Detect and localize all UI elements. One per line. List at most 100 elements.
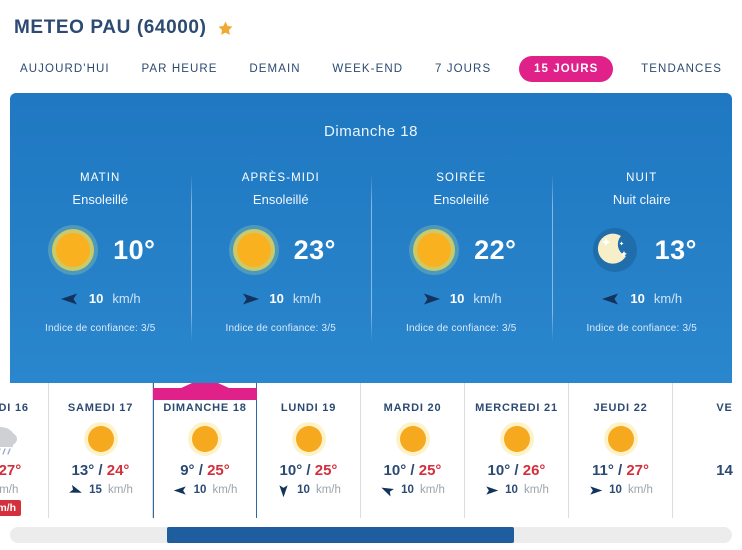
period-temperature: 10° [113, 234, 156, 265]
period-description: Ensoleillé [72, 192, 129, 207]
day-tmax: 24° [106, 462, 130, 479]
temp-separator: / [98, 462, 103, 479]
wind-direction-arrow-icon [240, 292, 260, 306]
day-temperatures: 11° / 27° [569, 462, 672, 479]
wind-direction-arrow-icon [601, 292, 621, 306]
sun-icon [465, 418, 568, 460]
day-wind-speed: 10 [401, 484, 414, 496]
day-wind-unit: km/h [0, 484, 19, 496]
sun-icon [361, 418, 464, 460]
wind-direction-arrow-icon [173, 485, 188, 496]
forecast-panel: Dimanche 18 MATIN Ensoleillé 10° [10, 93, 732, 383]
wind-direction-arrow-icon [380, 485, 395, 496]
tab-demain[interactable]: DEMAIN [249, 63, 301, 75]
tab-par-heure[interactable]: PAR HEURE [141, 63, 218, 75]
period-conditions: 22° [371, 219, 552, 281]
forecast-periods: MATIN Ensoleillé 10° [10, 168, 732, 364]
day-wind-unit: km/h [315, 484, 341, 496]
day-card-dimanche-18[interactable]: DIMANCHE 18 9° / 25° 10 km/h [153, 383, 257, 518]
moon-icon [587, 222, 643, 278]
gust-badge: 40 km/h [0, 500, 22, 516]
star-icon[interactable] [217, 20, 234, 37]
day-temperatures: 10° / 25° [257, 462, 360, 479]
horizontal-scrollbar-track[interactable] [10, 527, 732, 543]
site-header: METEO PAU (64000) [0, 0, 742, 46]
period-wind: 10 km/h [10, 291, 191, 306]
day-card-lundi-19[interactable]: LUNDI 19 10° / 25° 10 km/h [257, 383, 361, 518]
day-tmin: 10° [279, 462, 303, 479]
period-soiree: SOIRÉE Ensoleillé 22° [371, 168, 552, 364]
tab-tendances[interactable]: TENDANCES [641, 63, 722, 75]
day-temperatures: 7° / 27° [0, 462, 48, 479]
day-tmax: 26° [522, 462, 546, 479]
day-tmax: 25° [418, 462, 442, 479]
day-wind: 10 km/h [569, 484, 672, 496]
selected-marker-bar [153, 388, 257, 400]
period-apres-midi: APRÈS-MIDI Ensoleillé 23° [190, 168, 372, 364]
tab-aujourdhui[interactable]: AUJOURD'HUI [20, 63, 110, 75]
day-name: MERCREDI 21 [475, 402, 558, 414]
day-name: MARDI 20 [383, 402, 442, 414]
day-tmin: 10° [487, 462, 511, 479]
period-description: Nuit claire [612, 192, 671, 207]
day-wind-unit: km/h [523, 484, 549, 496]
sun-icon [45, 222, 101, 278]
main-nav: AUJOURD'HUI PAR HEURE DEMAIN WEEK-END 7 … [0, 46, 742, 92]
day-tmin: 9° [180, 462, 195, 479]
day-name: JEUDI 22 [593, 402, 648, 414]
wind-direction-arrow-icon [588, 485, 603, 496]
day-tmax: 25° [207, 462, 230, 479]
day-card-mardi-20[interactable]: MARDI 20 10° / 25° 10 km/h [361, 383, 465, 518]
sun-icon [226, 222, 282, 278]
day-tmin: 14 [716, 462, 733, 479]
day-wind-unit: km/h [419, 484, 445, 496]
wind-direction-arrow-icon [421, 292, 441, 306]
day-temperatures: 10° / 25° [361, 462, 464, 479]
day-strip[interactable]: NDREDI 16 7 [0, 383, 742, 518]
day-wind-speed: 10 [609, 484, 622, 496]
day-tmin: 10° [383, 462, 407, 479]
tab-week-end[interactable]: WEEK-END [332, 63, 404, 75]
period-conditions: 10° [10, 219, 191, 281]
confidence-index: Indice de confiance: 3/5 [406, 323, 517, 334]
day-card-vendredi-16[interactable]: NDREDI 16 7 [0, 383, 49, 518]
period-label: APRÈS-MIDI [241, 172, 320, 184]
confidence-index: Indice de confiance: 3/5 [586, 323, 697, 334]
day-name: LUNDI 19 [280, 402, 337, 414]
period-wind: 10 km/h [191, 291, 372, 306]
day-card-mercredi-21[interactable]: MERCREDI 21 10° / 26° 10 km/h [465, 383, 569, 518]
period-label: MATIN [80, 172, 121, 184]
day-wind: 15 km/h [49, 484, 152, 496]
temp-separator: / [410, 462, 415, 479]
confidence-index: Indice de confiance: 3/5 [45, 323, 156, 334]
period-description: Ensoleillé [433, 192, 490, 207]
page-title: METEO PAU (64000) [14, 17, 207, 38]
day-wind-unit: km/h [627, 484, 653, 496]
day-temperatures: 9° / 25° [154, 462, 256, 479]
day-name: SAMEDI 17 [67, 402, 134, 414]
tab-7-jours[interactable]: 7 JOURS [434, 63, 492, 75]
wind-direction-arrow-icon [68, 484, 83, 496]
period-matin: MATIN Ensoleillé 10° [10, 168, 191, 364]
day-card-vendredi-23[interactable]: VE 14 [673, 383, 742, 518]
day-card-samedi-17[interactable]: SAMEDI 17 13° / 24° 15 km/h [49, 383, 153, 518]
wind-direction-arrow-icon [276, 484, 291, 497]
day-wind-speed: 10 [505, 484, 518, 496]
period-label: NUIT [626, 172, 658, 184]
day-tmax: 27° [0, 462, 22, 479]
selected-day-marker [153, 383, 257, 400]
horizontal-scrollbar-thumb[interactable] [167, 527, 514, 543]
period-temperature: 22° [474, 234, 517, 265]
wind-speed: 10 [269, 291, 284, 306]
selected-marker-peak [179, 383, 231, 389]
day-card-jeudi-22[interactable]: JEUDI 22 11° / 27° 10 km/h [569, 383, 673, 518]
period-conditions: 13° [552, 219, 733, 281]
wind-speed: 10 [449, 291, 465, 306]
tab-15-jours[interactable]: 15 JOURS [518, 56, 614, 82]
period-temperature: 23° [293, 234, 336, 265]
day-wind-speed: 10 [297, 484, 310, 496]
day-temperatures: 13° / 24° [49, 462, 152, 479]
wind-speed: 10 [88, 291, 104, 306]
period-description: Ensoleillé [252, 192, 309, 207]
